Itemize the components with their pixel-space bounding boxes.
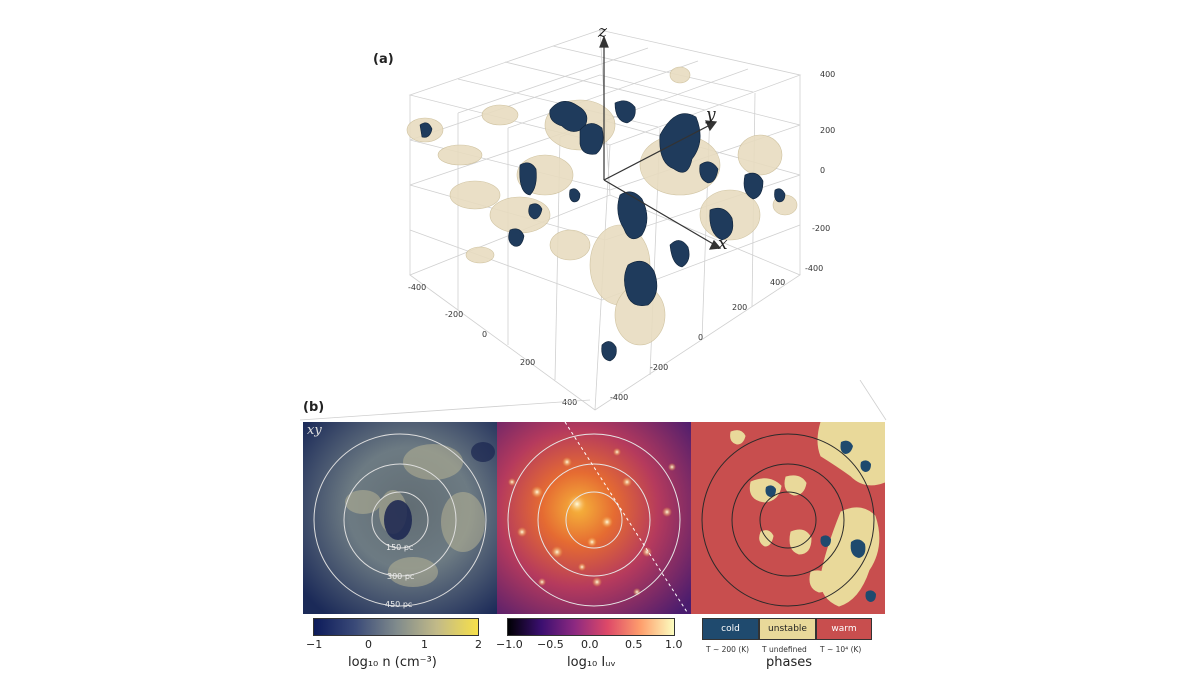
uv-tick-1: 1.0 [665, 638, 683, 651]
uv-colorbar [507, 618, 675, 636]
tick-l-200: 200 [520, 358, 535, 367]
cold-clouds [419, 100, 786, 362]
panel-a-label: (a) [373, 52, 394, 67]
density-cbar-label: log₁₀ n (cm⁻³) [348, 655, 437, 670]
tick-l-m200: -200 [445, 310, 463, 319]
ring-label-450: 450 pc [385, 600, 413, 609]
tick-labels: 400 200 0 -200 -400 400 200 0 -200 -400 … [408, 70, 835, 407]
phase-cold-box: cold [702, 618, 759, 640]
density-tick-m1: −1 [306, 638, 323, 651]
ring-label-300: 300 pc [387, 572, 415, 581]
phase-warm-box: warm [816, 618, 872, 640]
tick-z-m400: -400 [805, 264, 823, 273]
tick-r-200: 200 [732, 303, 747, 312]
tick-r-m400: -400 [610, 393, 628, 402]
connector-lines [300, 380, 887, 421]
uv-tick-m05: −0.5 [537, 638, 564, 651]
tick-l-400: 400 [562, 398, 577, 407]
axis-x-label: x [718, 234, 728, 254]
uv-tick-0: 0.0 [581, 638, 599, 651]
warm-isosurface [406, 66, 798, 346]
density-tick-1: 1 [421, 638, 428, 651]
tick-r-m200: -200 [650, 363, 668, 372]
uv-cbar-label: log₁₀ Iᵤᵥ [567, 655, 616, 670]
phases-legend: cold unstable warm [702, 618, 872, 640]
tick-z-m200: -200 [812, 224, 830, 233]
axis-z-label: z [598, 22, 607, 42]
tick-l-m400: -400 [408, 283, 426, 292]
tick-z-200: 200 [820, 126, 835, 135]
phase-cold-sub: T ~ 200 (K) [706, 645, 750, 654]
panel-a-3d-plot: 400 200 0 -200 -400 400 200 0 -200 -400 … [406, 29, 835, 411]
axes-arrows [599, 35, 722, 250]
phase-map [691, 422, 885, 614]
density-colorbar [313, 618, 479, 636]
phase-unstable-sub: T undefined [762, 645, 807, 654]
density-map [303, 422, 497, 614]
tick-z-400: 400 [820, 70, 835, 79]
phase-unstable-box: unstable [759, 618, 816, 640]
phases-label: phases [766, 655, 813, 670]
phase-warm-sub: T ~ 10⁴ (K) [820, 645, 862, 654]
panel-b-label: (b) [303, 400, 325, 415]
uv-tick-m1: −1.0 [496, 638, 523, 651]
tick-z-0: 0 [820, 166, 825, 175]
density-tick-2: 2 [475, 638, 482, 651]
map-xy-label: xy [307, 423, 322, 438]
tick-r-0: 0 [698, 333, 703, 342]
uv-map [497, 422, 691, 614]
tick-l-0: 0 [482, 330, 487, 339]
uv-tick-05: 0.5 [625, 638, 643, 651]
density-tick-0: 0 [365, 638, 372, 651]
tick-r-400: 400 [770, 278, 785, 287]
axis-y-label: y [706, 105, 716, 125]
ring-label-150: 150 pc [386, 543, 414, 552]
